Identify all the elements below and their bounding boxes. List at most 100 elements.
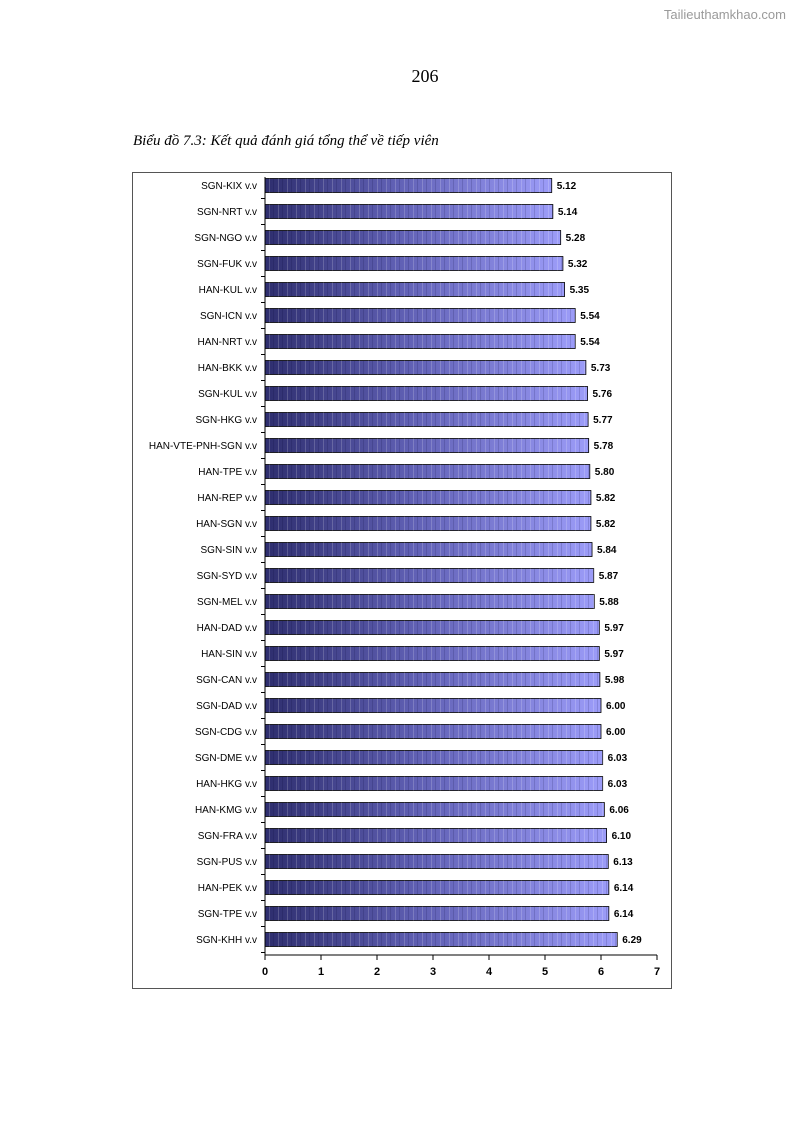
category-label: HAN-KMG v.v [195,805,257,816]
category-label: SGN-MEL v.v [197,597,257,608]
category-label: SGN-DAD v.v [196,701,257,712]
bar-chart: SGN-KIX v.v 5.12 SGN-NRT v.v 5.14 SGN-NGO v.… [149,177,660,978]
bar-texture [265,932,618,947]
category-label: SGN-FRA v.v [198,831,257,842]
value-label: 6.03 [608,753,628,764]
value-label: 5.80 [595,467,615,478]
bar-texture [265,776,603,791]
bar-texture [265,880,609,895]
x-tick-label: 3 [430,966,436,978]
value-label: 5.82 [596,519,616,530]
bar-texture [265,698,601,713]
bar-texture [265,204,553,219]
bar-texture [265,646,600,661]
bar-texture [265,594,595,609]
category-label: SGN-KUL v.v [198,389,257,400]
bar-texture [265,230,561,245]
value-label: 6.00 [606,727,626,738]
value-label: 6.03 [608,779,628,790]
x-tick-label: 1 [318,966,324,978]
value-label: 5.97 [604,649,624,660]
bar-texture [265,620,600,635]
bar-texture [265,854,609,869]
category-label: SGN-CAN v.v [196,675,257,686]
value-label: 5.73 [591,363,611,374]
category-label: SGN-SYD v.v [197,571,257,582]
category-label: SGN-TPE v.v [198,909,257,920]
bar-texture [265,178,552,193]
value-label: 6.06 [609,805,629,816]
x-tick-label: 5 [542,966,548,978]
category-label: HAN-PEK v.v [198,883,257,894]
value-label: 5.87 [599,571,619,582]
chart-frame: SGN-KIX v.v 5.12 SGN-NRT v.v 5.14 SGN-NGO v.… [132,172,672,989]
category-label: HAN-KUL v.v [199,285,257,296]
value-label: 6.13 [613,857,633,868]
value-label: 5.98 [605,675,625,686]
value-label: 5.88 [599,597,619,608]
value-label: 6.00 [606,701,626,712]
value-label: 5.32 [568,259,588,270]
value-label: 5.54 [580,337,600,348]
bar-texture [265,672,600,687]
value-label: 5.77 [593,415,613,426]
value-label: 5.12 [557,181,577,192]
category-label: SGN-SIN v.v [201,545,257,556]
value-label: 5.76 [593,389,613,400]
value-label: 5.78 [594,441,614,452]
category-label: HAN-REP v.v [197,493,257,504]
value-label: 5.84 [597,545,617,556]
value-label: 5.54 [580,311,600,322]
x-tick-label: 4 [486,966,493,978]
value-label: 5.35 [570,285,590,296]
category-label: HAN-VTE-PNH-SGN v.v [149,441,257,452]
bar-texture [265,516,591,531]
bar-texture [265,412,589,427]
page-number: 206 [411,66,439,86]
bar-texture [265,256,563,271]
category-label: SGN-DME v.v [195,753,257,764]
category-label: SGN-PUS v.v [197,857,257,868]
value-label: 6.10 [612,831,632,842]
bar-texture [265,334,576,349]
watermark: Tailieuthamkhao.com [663,7,786,22]
bar-texture [265,542,593,557]
bar-texture [265,724,601,739]
value-label: 5.14 [558,207,578,218]
category-label: HAN-SIN v.v [201,649,257,660]
category-label: HAN-TPE v.v [198,467,257,478]
category-label: SGN-KHH v.v [196,935,257,946]
x-tick-label: 0 [262,966,268,978]
category-label: SGN-HKG v.v [196,415,257,426]
bar-texture [265,750,603,765]
bar-texture [265,568,594,583]
bar-texture [265,386,588,401]
bar-texture [265,360,586,375]
bar-texture [265,282,565,297]
category-label: HAN-HKG v.v [196,779,257,790]
category-label: HAN-DAD v.v [197,623,257,634]
value-label: 6.14 [614,909,634,920]
category-label: HAN-SGN v.v [196,519,257,530]
value-label: 5.82 [596,493,616,504]
bar-texture [265,464,590,479]
category-label: SGN-CDG v.v [195,727,257,738]
bar-texture [265,438,589,453]
bar-texture [265,802,605,817]
bar-texture [265,906,609,921]
category-label: SGN-FUK v.v [197,259,257,270]
x-tick-label: 2 [374,966,380,978]
bar-texture [265,308,576,323]
value-label: 5.97 [604,623,624,634]
category-label: SGN-ICN v.v [200,311,257,322]
x-tick-label: 7 [654,966,660,978]
category-label: SGN-NRT v.v [197,207,257,218]
value-label: 6.14 [614,883,634,894]
x-tick-label: 6 [598,966,604,978]
category-label: HAN-NRT v.v [198,337,257,348]
category-label: SGN-KIX v.v [201,181,257,192]
bar-texture [265,490,591,505]
chart-caption: Biểu đồ 7.3: Kết quả đánh giá tổng thể v… [133,133,439,149]
bar-texture [265,828,607,843]
value-label: 6.29 [622,935,642,946]
